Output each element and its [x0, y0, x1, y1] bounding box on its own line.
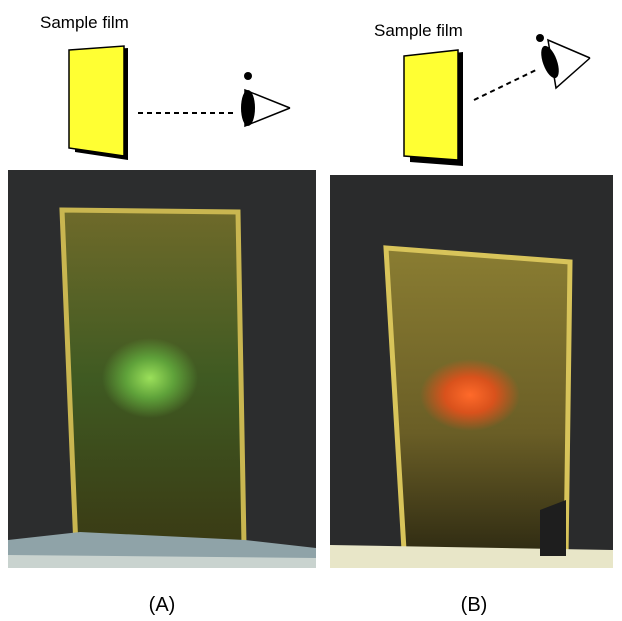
panel-caption: (A) — [149, 594, 176, 616]
photo-a — [8, 170, 316, 568]
diagram-a: Sample film — [40, 13, 290, 160]
photo-b — [330, 175, 613, 568]
diagram-b: Sample film — [374, 21, 590, 166]
diagram-label: Sample film — [374, 21, 463, 40]
panel-caption: (B) — [461, 594, 488, 616]
figure: Sample film Sample film (A) (B) — [0, 0, 622, 621]
diagram-label: Sample film — [40, 13, 129, 32]
